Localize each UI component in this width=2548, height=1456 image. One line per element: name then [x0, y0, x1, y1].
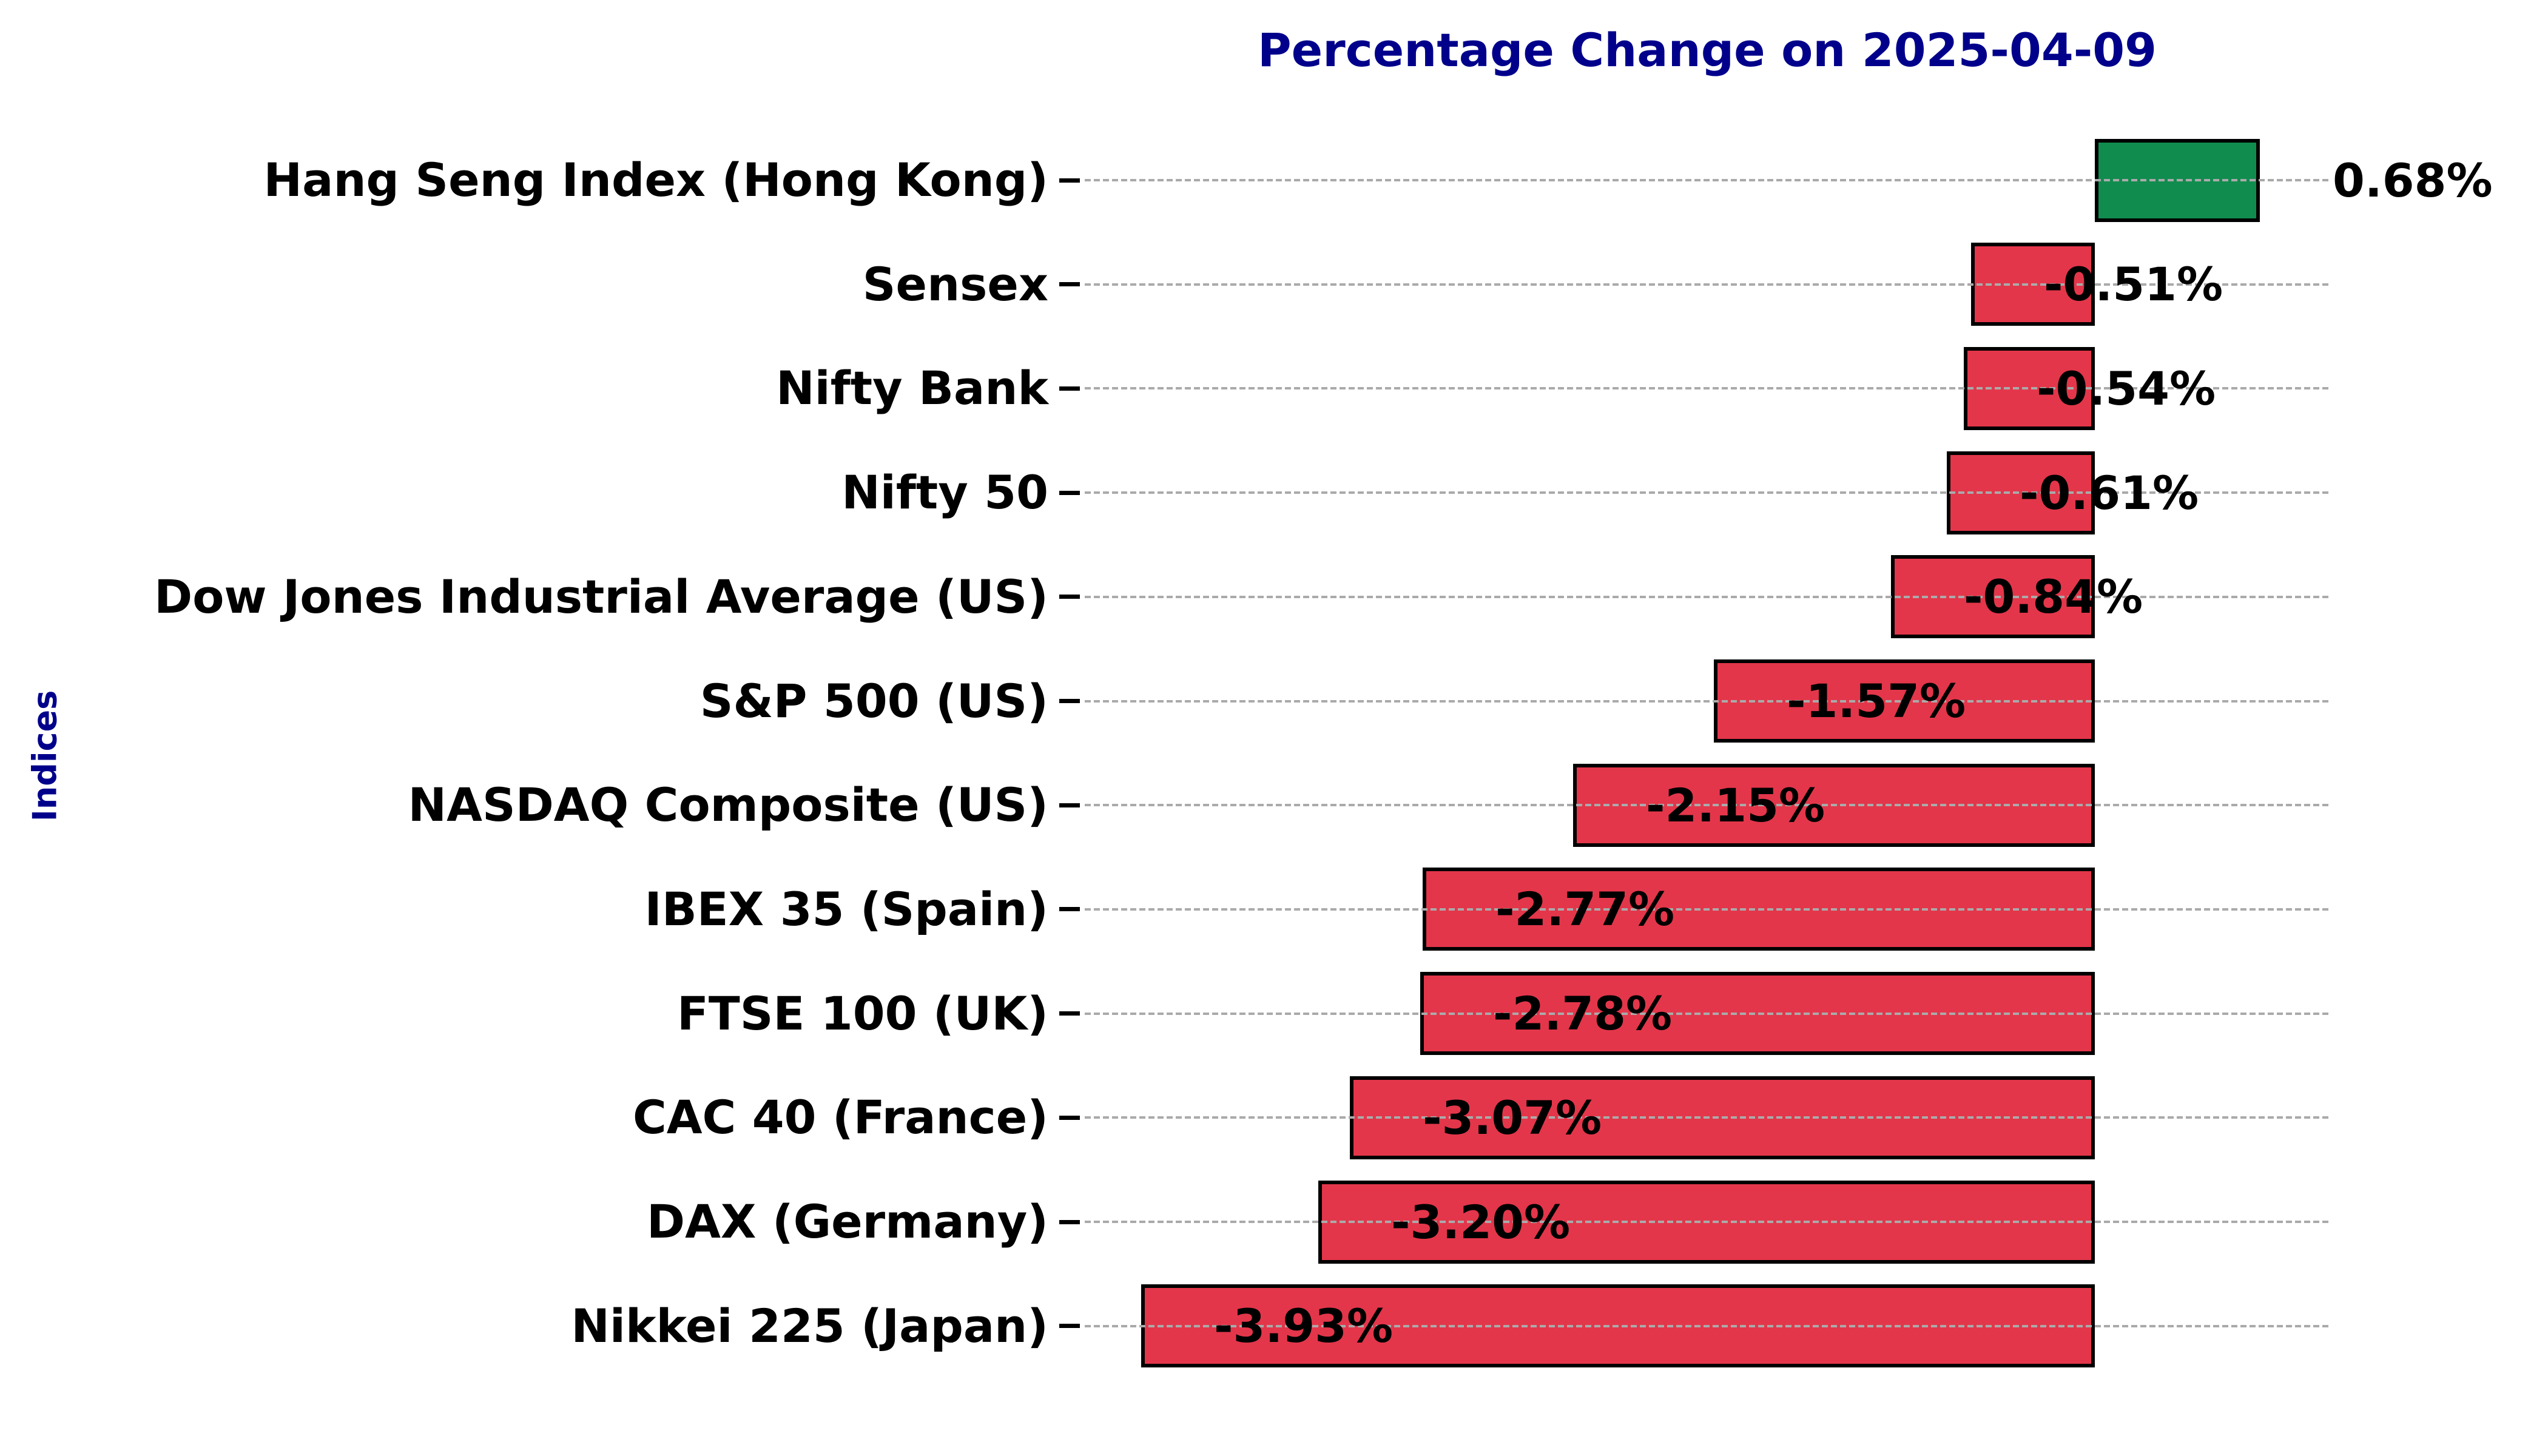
y-tick: [1059, 595, 1080, 599]
y-tick: [1059, 803, 1080, 807]
category-label: Sensex: [862, 257, 1048, 311]
value-label: -0.84%: [1964, 570, 2143, 624]
y-tick: [1059, 1324, 1080, 1329]
category-label: Hang Seng Index (Hong Kong): [263, 153, 1048, 207]
value-label: -2.15%: [1646, 778, 1825, 832]
value-label: -2.78%: [1493, 986, 1673, 1041]
value-label: -0.51%: [2044, 257, 2223, 312]
value-label: -3.93%: [1214, 1299, 1394, 1353]
gridline: [1085, 387, 2330, 390]
category-label: Dow Jones Industrial Average (US): [154, 569, 1048, 624]
value-label: -1.57%: [1787, 674, 1966, 728]
y-tick: [1059, 907, 1080, 912]
gridline: [1085, 1116, 2330, 1119]
category-label: CAC 40 (France): [632, 1090, 1048, 1145]
value-label: -0.54%: [2037, 361, 2216, 416]
category-label: IBEX 35 (Spain): [644, 881, 1048, 936]
gridline: [1085, 1324, 2330, 1327]
category-label: S&P 500 (US): [699, 673, 1048, 728]
gridline: [1085, 699, 2330, 703]
y-tick: [1059, 1011, 1080, 1016]
gridline: [1085, 283, 2330, 286]
category-label: Nifty Bank: [776, 361, 1048, 416]
chart-title: Percentage Change on 2025-04-09: [1257, 23, 2157, 77]
gridline: [1085, 908, 2330, 911]
category-label: Nikkei 225 (Japan): [571, 1298, 1048, 1353]
y-tick: [1059, 490, 1080, 495]
y-tick: [1059, 178, 1080, 183]
gridline: [1085, 179, 2330, 181]
gridline: [1085, 804, 2330, 807]
y-tick: [1059, 1115, 1080, 1120]
gridline: [1085, 1221, 2330, 1223]
y-tick: [1059, 1219, 1080, 1224]
y-tick: [1059, 282, 1080, 287]
gridline: [1085, 595, 2330, 598]
gridline: [1085, 491, 2330, 494]
value-label: 0.68%: [2333, 153, 2493, 207]
y-tick: [1059, 699, 1080, 703]
gridline: [1085, 1012, 2330, 1015]
y-tick: [1059, 386, 1080, 391]
value-label: -2.77%: [1495, 882, 1675, 937]
category-label: DAX (Germany): [647, 1195, 1048, 1249]
value-label: -0.61%: [2020, 465, 2199, 520]
category-label: NASDAQ Composite (US): [408, 778, 1048, 832]
value-label: -3.20%: [1391, 1195, 1571, 1249]
value-label: -3.07%: [1423, 1090, 1602, 1145]
category-label: Nifty 50: [841, 465, 1048, 520]
category-label: FTSE 100 (UK): [676, 986, 1048, 1040]
